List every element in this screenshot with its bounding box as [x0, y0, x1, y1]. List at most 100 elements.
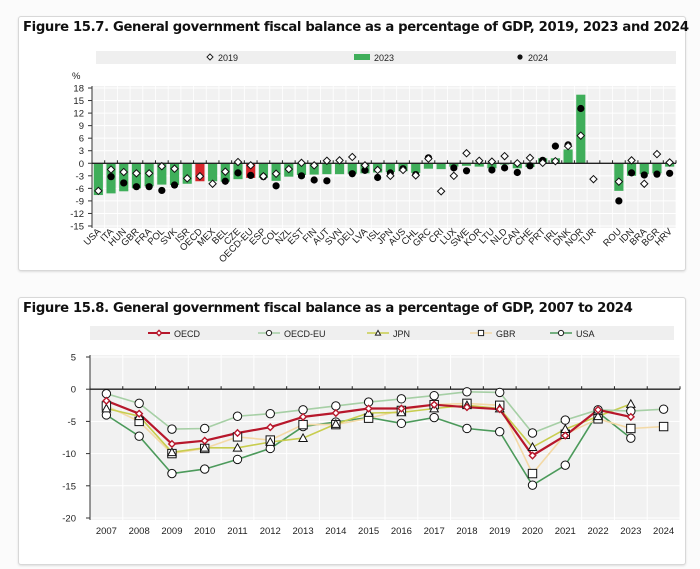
point-2024 — [158, 186, 166, 195]
point-oecd-eu — [462, 387, 472, 397]
bar-dnk — [563, 149, 573, 164]
point-2024 — [361, 166, 369, 174]
legend-marker-icon — [155, 329, 163, 337]
y-tick-label: 0 — [71, 385, 76, 396]
point-gbr — [527, 468, 538, 479]
x-tick-label: 2015 — [358, 526, 379, 537]
point-2019 — [474, 156, 484, 166]
bar-swe — [461, 163, 472, 166]
legend-bar-swatch — [354, 54, 370, 60]
x-tick-label: 2016 — [391, 526, 412, 537]
point-oecd-eu — [265, 408, 275, 419]
point-2019 — [144, 169, 154, 178]
bar-isr — [182, 163, 192, 184]
point-2019 — [246, 161, 256, 170]
bar-aut — [322, 163, 332, 175]
point-oecd — [462, 403, 472, 412]
point-usa — [527, 480, 538, 490]
point-usa — [560, 460, 570, 470]
bar-deu — [347, 163, 357, 174]
bar-usa — [93, 163, 103, 196]
x-tick-label: 2022 — [587, 526, 608, 537]
point-oecd-eu — [527, 428, 538, 438]
point-2024 — [577, 104, 585, 113]
bar-bra — [639, 163, 649, 175]
point-2019 — [233, 157, 243, 167]
x-tick-label: 2020 — [522, 526, 543, 537]
point-2024 — [501, 164, 509, 172]
point-2024 — [221, 177, 229, 185]
point-2019 — [398, 165, 408, 175]
point-oecd — [364, 404, 373, 413]
x-tick-label: 2013 — [292, 526, 313, 537]
point-2019 — [347, 152, 357, 162]
point-oecd — [167, 439, 177, 449]
point-oecd — [266, 423, 275, 432]
point-2024 — [450, 164, 458, 172]
point-2019 — [614, 177, 624, 186]
point-2019 — [436, 186, 446, 196]
point-oecd — [397, 404, 406, 413]
legend-label: OECD-EU — [284, 329, 326, 339]
point-2024 — [462, 167, 471, 175]
y-tick-label: -12 — [70, 209, 84, 220]
point-oecd — [528, 451, 537, 460]
point-usa — [134, 431, 144, 441]
point-2024 — [234, 169, 242, 177]
point-oecd-eu — [495, 387, 505, 398]
bar-esp — [258, 163, 268, 178]
legend-label: GBR — [496, 329, 516, 339]
bar-mex — [208, 163, 218, 182]
point-2024 — [653, 170, 661, 178]
bar-oecd-eu — [246, 163, 256, 178]
point-2019 — [411, 171, 421, 180]
point-oecd — [429, 400, 439, 409]
y-tick-label: -9 — [76, 196, 84, 207]
point-2019 — [500, 151, 509, 161]
point-jpn — [265, 436, 276, 446]
point-2019 — [424, 154, 433, 163]
point-2024 — [323, 177, 331, 185]
point-oecd — [495, 404, 504, 414]
x-tick-label: 2010 — [194, 526, 215, 537]
point-2024 — [488, 166, 496, 174]
point-2019 — [309, 161, 319, 170]
x-tick-label: 2009 — [161, 526, 182, 537]
point-oecd — [561, 431, 570, 440]
point-2019 — [284, 164, 294, 174]
figure-title: Figure 15.8. General government fiscal b… — [23, 301, 633, 316]
point-2024 — [374, 173, 382, 182]
legend-marker-icon — [265, 329, 273, 337]
point-oecd-eu — [200, 423, 210, 434]
x-tick-label: 2018 — [456, 526, 477, 537]
y-axis-unit-label: % — [72, 71, 81, 82]
y-tick-label: 0 — [79, 159, 84, 170]
point-2019 — [335, 156, 344, 165]
point-2024 — [247, 171, 255, 179]
point-2019 — [208, 179, 217, 189]
point-2024 — [145, 183, 153, 191]
point-2024 — [170, 181, 179, 189]
legend-label: JPN — [393, 329, 410, 339]
y-tick-label: -10 — [62, 449, 76, 460]
legend-label: 2023 — [374, 53, 394, 63]
point-2019 — [157, 161, 167, 171]
y-tick-label: -6 — [76, 184, 84, 195]
x-tick-label: 2024 — [653, 526, 674, 537]
legend-dot-icon — [517, 54, 523, 60]
x-tick-label: 2011 — [227, 526, 247, 537]
y-tick-label: -15 — [70, 222, 84, 233]
point-2024 — [551, 142, 559, 150]
point-usa — [462, 423, 472, 434]
point-2019 — [373, 165, 382, 175]
x-tick-label: 2012 — [260, 526, 281, 537]
point-oecd-eu — [658, 404, 669, 414]
point-2019 — [525, 153, 535, 163]
series-line-oecd-eu — [106, 391, 664, 434]
point-oecd — [102, 396, 111, 405]
x-tick-label: 2023 — [620, 526, 641, 537]
point-2024 — [526, 162, 534, 170]
y-tick-label: 9 — [79, 121, 84, 132]
